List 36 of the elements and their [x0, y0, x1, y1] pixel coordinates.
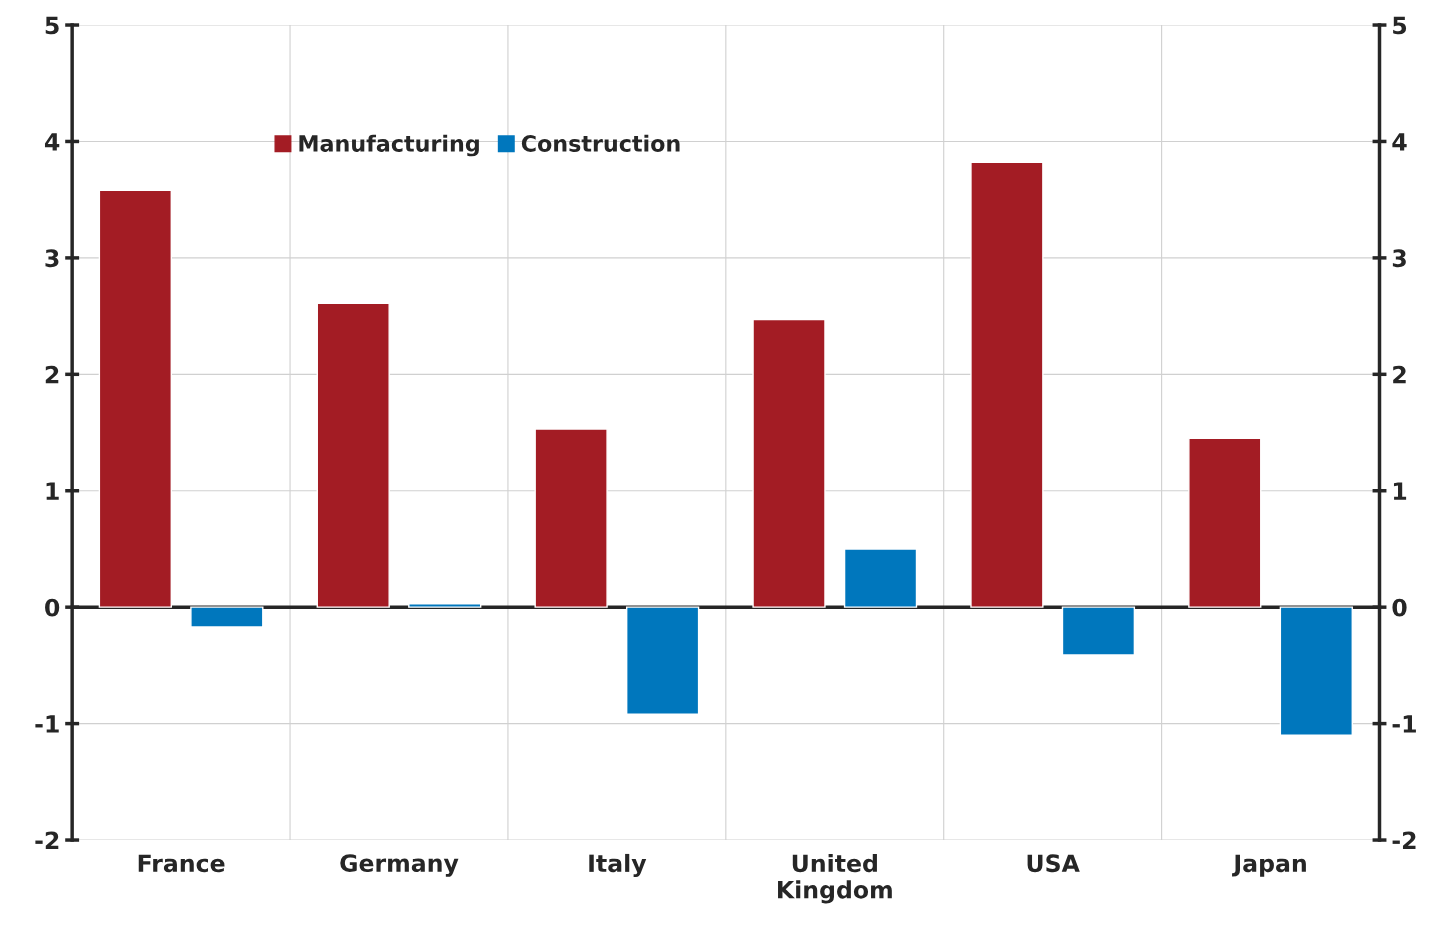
y-tick-label: 0 [45, 598, 60, 617]
bar [752, 318, 826, 608]
legend-label: Manufacturing [299, 134, 479, 157]
bar [625, 606, 700, 715]
x-tick-label: USA [1027, 854, 1080, 873]
x-tick-label: Germany [340, 854, 459, 877]
bar [970, 161, 1044, 608]
y2-tick-label: 0 [1392, 598, 1407, 617]
bar [408, 602, 482, 608]
x-tick-label: Japan [1232, 854, 1306, 877]
x-tick-label: France [138, 854, 225, 873]
bar [98, 189, 172, 608]
bar [1188, 437, 1262, 608]
bar [534, 428, 608, 608]
bar [843, 548, 918, 608]
y-tick-label: 3 [45, 249, 59, 268]
y-tick-label: 1 [46, 482, 59, 500]
y2-tick-label: 4 [1392, 133, 1407, 151]
y2-tick-label: 1 [1393, 482, 1407, 500]
bar [190, 606, 264, 628]
y-tick-label: 5 [45, 16, 59, 35]
y2-tick-label: -2 [1392, 831, 1416, 850]
bar [1279, 606, 1353, 736]
y-tick-label: 4 [44, 133, 60, 151]
y2-tick-label: 2 [1393, 365, 1406, 384]
y2-tick-label: 3 [1392, 249, 1406, 268]
bar [316, 302, 390, 608]
y-tick-label: -2 [35, 831, 59, 850]
legend-label: Construction [521, 134, 680, 152]
bar [1061, 606, 1136, 656]
y2-tick-label: -1 [1392, 715, 1416, 733]
x-tick-label: United Kingdom [778, 853, 892, 904]
y-tick-label: -1 [35, 715, 59, 733]
y-tick-label: 2 [45, 365, 59, 384]
x-tick-label: Italy [589, 853, 647, 877]
y2-tick-label: 5 [1393, 16, 1407, 35]
